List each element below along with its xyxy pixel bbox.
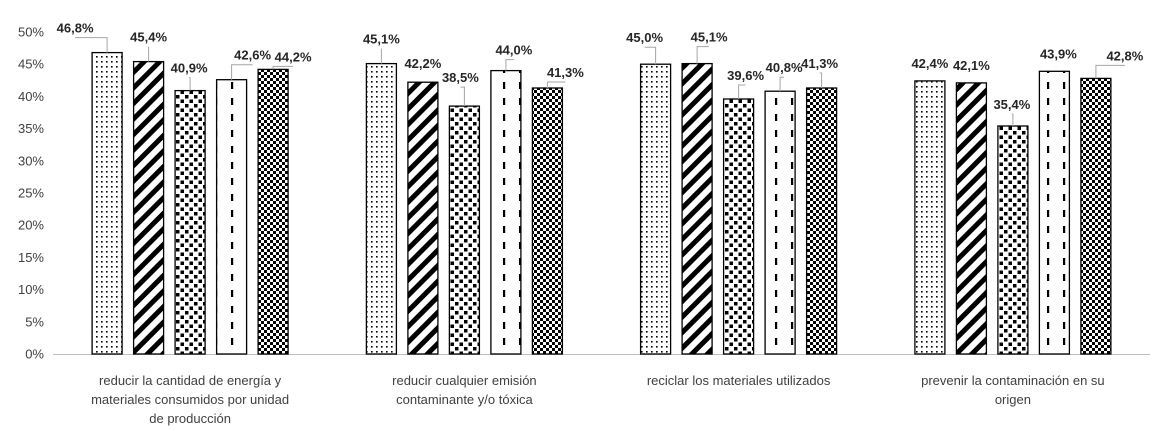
bar-squares: [174, 89, 206, 355]
bar-dots: [914, 80, 946, 355]
leader-line: [546, 81, 566, 88]
leader-line: [1011, 113, 1014, 126]
bar-diagonal-stripes: [681, 62, 713, 355]
data-label: 41,3%: [801, 56, 838, 71]
y-tick-label: 10%: [18, 282, 44, 297]
y-tick-label: 0%: [25, 347, 44, 362]
bar-dashes: [215, 79, 248, 355]
y-tick-label: 20%: [18, 218, 44, 233]
data-label: 42,2%: [404, 56, 441, 71]
leader-line: [75, 37, 108, 53]
data-label: 41,3%: [547, 65, 584, 80]
y-tick-label: 35%: [18, 121, 44, 136]
category-label-line: de producción: [149, 411, 231, 426]
y-tick-label: 45%: [18, 57, 44, 72]
y-tick-label: 30%: [18, 153, 44, 168]
bar-squares: [448, 105, 481, 355]
leader-line: [272, 65, 294, 70]
category-label: reducir cualquier emisión contaminante y/…: [392, 373, 537, 407]
data-label: 45,1%: [691, 30, 728, 45]
data-label: 42,8%: [1106, 48, 1143, 63]
y-tick-label: 5%: [25, 314, 44, 329]
data-label: 42,1%: [953, 58, 990, 73]
category-label: reciclar los materiales utilizados: [647, 373, 831, 388]
y-tick-label: 25%: [18, 186, 44, 201]
data-label: 38,5%: [442, 70, 479, 85]
bar-diagonal-stripes: [407, 81, 439, 355]
bars-layer: [91, 51, 1112, 355]
bar-squares: [722, 98, 755, 355]
leader-line: [231, 64, 253, 80]
data-label: 46,8%: [57, 21, 94, 36]
data-label: 45,1%: [363, 32, 400, 47]
category-label-line: origen: [995, 392, 1031, 407]
bar-dots: [365, 62, 398, 355]
y-tick-label: 40%: [18, 89, 44, 104]
axis-layer: 0% 5% 10% 15% 20% 25% 30% 35% 40% 45% 50%: [18, 25, 1150, 362]
bar-dashes: [764, 90, 796, 355]
leader-line: [779, 76, 785, 92]
category-label-line: reducir cualquier emisión: [392, 373, 537, 388]
data-label: 43,9%: [1040, 46, 1077, 61]
y-tick-label: 50%: [18, 25, 44, 40]
data-label: 44,2%: [275, 49, 312, 64]
category-label-line: materiales consumidos por unidad: [91, 392, 289, 407]
leader-lines-layer: [75, 37, 1125, 126]
bar-checker: [805, 87, 838, 355]
leader-line: [505, 59, 514, 71]
bar-squares: [997, 125, 1029, 355]
category-label: prevenir la contaminación en su origen: [921, 373, 1105, 407]
category-label-line: contaminante y/o tóxica: [396, 392, 533, 407]
leader-line: [460, 86, 465, 107]
leader-line: [644, 46, 657, 65]
data-label: 40,8%: [766, 60, 803, 75]
category-label: reducir la cantidad de energía y material…: [91, 373, 289, 426]
data-label: 40,9%: [171, 61, 208, 76]
category-label-line: prevenir la contaminación en su: [921, 373, 1105, 388]
data-label: 35,4%: [993, 97, 1030, 112]
data-label: 39,6%: [727, 68, 764, 83]
bar-checker: [531, 87, 564, 355]
bar-dashes: [1038, 70, 1071, 355]
category-labels-layer: reducir la cantidad de energía y material…: [91, 373, 1105, 426]
bar-dashes: [490, 69, 522, 355]
data-label: 42,6%: [234, 48, 271, 63]
leader-line: [696, 46, 710, 64]
y-tick-label: 15%: [18, 250, 44, 265]
category-label-line: reciclar los materiales utilizados: [647, 373, 831, 388]
bar-checker: [1080, 77, 1112, 355]
data-label: 45,0%: [626, 30, 663, 45]
leader-line: [819, 72, 823, 88]
category-label-line: reducir la cantidad de energía y: [99, 373, 282, 388]
leader-line: [738, 84, 746, 99]
data-label: 44,0%: [495, 43, 532, 58]
bar-diagonal-stripes: [955, 82, 988, 355]
bar-dots: [91, 51, 123, 355]
data-label: 42,4%: [911, 56, 948, 71]
leader-line: [189, 77, 191, 91]
data-labels-layer: 46,8% 45,4% 40,9% 42,6% 44,2% 45,1% 42,2%38,5%…: [57, 21, 1144, 112]
data-label: 45,4%: [130, 30, 167, 45]
bar-diagonal-stripes: [132, 60, 165, 355]
leader-line: [1095, 64, 1125, 79]
bar-dots: [639, 63, 672, 355]
bar-checker: [257, 68, 289, 355]
